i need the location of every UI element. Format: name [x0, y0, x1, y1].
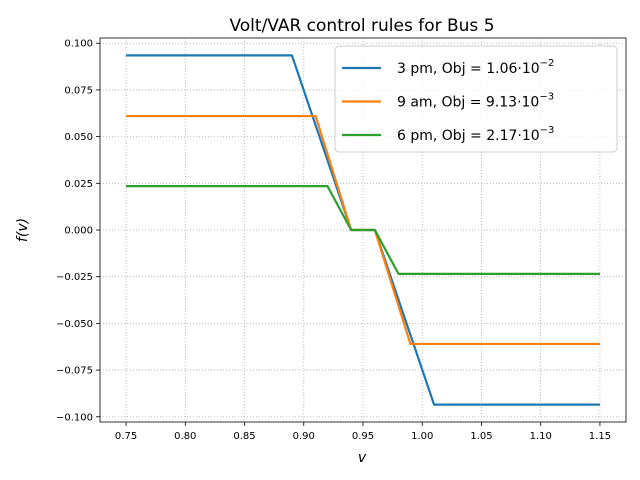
x-tick-label: 0.90 — [293, 431, 315, 442]
x-tick-label: 0.75 — [115, 431, 137, 442]
series-line-3 — [126, 185, 600, 275]
legend-label-3: 6 pm, Obj = 2.17·10−3 — [397, 125, 554, 144]
y-tick-label: 0.025 — [64, 179, 93, 190]
y-tick-label: 0.000 — [64, 226, 93, 237]
chart-title: Volt/VAR control rules for Bus 5 — [229, 16, 494, 36]
x-tick-label: 0.85 — [233, 431, 255, 442]
x-tick-label: 1.10 — [530, 431, 552, 442]
y-tick-label: −0.050 — [56, 319, 93, 330]
y-tick-label: −0.100 — [56, 412, 93, 423]
legend-label-1: 3 pm, Obj = 1.06·10−2 — [397, 58, 554, 77]
series-lines — [126, 54, 600, 406]
x-tick-label: 1.05 — [470, 431, 492, 442]
legend-label-2: 9 am, Obj = 9.13·10−3 — [397, 92, 554, 111]
y-axis-label: f(v) — [15, 218, 31, 242]
legend: 3 pm, Obj = 1.06·10−2 9 am, Obj = 9.13·10… — [334, 45, 618, 153]
x-tick-label: 1.00 — [411, 431, 433, 442]
y-tick-label: −0.025 — [56, 272, 93, 283]
y-tick-label: −0.075 — [56, 366, 93, 377]
x-tick-label: 0.80 — [174, 431, 196, 442]
y-tick-label: 0.075 — [64, 85, 93, 96]
y-tick-label: 0.050 — [64, 132, 93, 143]
x-axis-label: v — [358, 450, 367, 466]
y-axis-ticks: 0.100 0.075 0.050 0.025 0.000 −0.025 −0.050 −0.… — [56, 39, 100, 423]
y-tick-label: 0.100 — [64, 39, 93, 50]
x-tick-label: 1.15 — [589, 431, 611, 442]
x-tick-label: 0.95 — [352, 431, 374, 442]
x-axis-ticks: 0.75 0.80 0.85 0.90 0.95 1.00 1.05 1.10 1.15 — [115, 422, 611, 442]
legend-box — [334, 45, 618, 153]
